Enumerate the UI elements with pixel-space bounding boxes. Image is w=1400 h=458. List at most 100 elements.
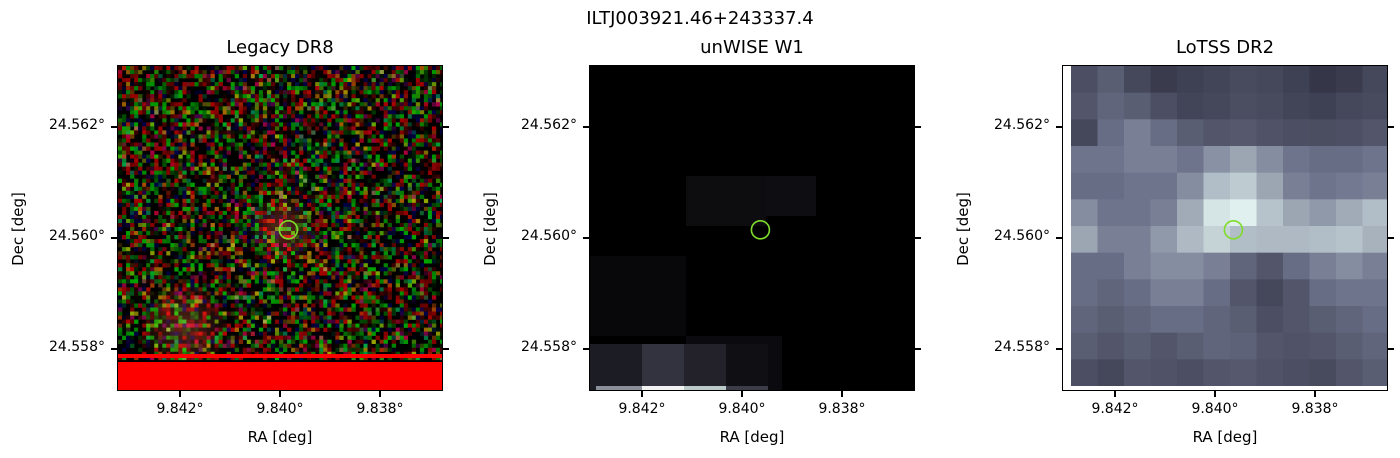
- image-pixel: [130, 287, 135, 292]
- image-pixel: [258, 343, 264, 349]
- image-pixel: [194, 343, 199, 349]
- image-pixel: [146, 102, 151, 107]
- image-pixel: [411, 295, 417, 300]
- image-pixel: [242, 86, 248, 91]
- image-pixel: [439, 194, 442, 200]
- image-pixel: [371, 210, 376, 216]
- image-pixel: [278, 347, 284, 353]
- image-pixel: [230, 186, 236, 192]
- image-pixel: [411, 279, 417, 284]
- image-pixel: [335, 343, 340, 349]
- image-pixel: [182, 146, 187, 151]
- image-pixel: [238, 194, 244, 200]
- image-pixel: [435, 222, 441, 228]
- image-pixel: [218, 214, 223, 220]
- image-pixel: [234, 74, 240, 79]
- image-pixel: [391, 150, 397, 155]
- image-pixel: [154, 327, 159, 332]
- image-pixel: [178, 114, 183, 119]
- image-pixel: [399, 267, 405, 272]
- image-pixel: [287, 351, 292, 357]
- image-pixel: [246, 291, 252, 296]
- image-pixel: [222, 162, 227, 167]
- image-pixel: [375, 347, 380, 353]
- image-pixel: [162, 351, 167, 357]
- image-pixel: [222, 339, 227, 345]
- image-pixel: [198, 267, 203, 272]
- image-pixel: [431, 303, 437, 308]
- image-pixel: [126, 162, 131, 167]
- image-pixel: [387, 138, 392, 143]
- image-pixel: [218, 311, 223, 316]
- image-pixel: [170, 198, 175, 204]
- image-pixel: [359, 198, 364, 204]
- image-pixel: [274, 78, 280, 83]
- image-pixel: [419, 138, 425, 143]
- image-pixel: [291, 243, 296, 248]
- image-pixel: [262, 222, 268, 228]
- image-pixel: [311, 186, 316, 192]
- image-pixel: [246, 214, 252, 220]
- image-pixel: [198, 214, 203, 220]
- image-pixel: [202, 319, 207, 324]
- image-pixel: [399, 134, 405, 139]
- image-pixel: [134, 110, 139, 115]
- image-pixel: [158, 251, 163, 256]
- image-pixel: [142, 279, 147, 284]
- image-pixel: [150, 134, 155, 139]
- image-pixel: [1150, 119, 1178, 147]
- image-pixel: [419, 239, 425, 244]
- image-pixel: [190, 351, 195, 357]
- image-pixel: [387, 283, 392, 288]
- image-pixel: [238, 267, 244, 272]
- image-pixel: [274, 154, 280, 159]
- image-pixel: [198, 170, 203, 175]
- image-pixel: [178, 130, 183, 135]
- image-pixel: [387, 287, 392, 292]
- image-pixel: [138, 162, 143, 167]
- image-pixel: [319, 239, 324, 244]
- image-pixel: [218, 150, 223, 155]
- image-pixel: [383, 235, 388, 240]
- image-pixel: [182, 311, 187, 316]
- image-pixel: [411, 275, 417, 280]
- image-pixel: [1336, 359, 1363, 387]
- image-pixel: [331, 267, 336, 272]
- image-pixel: [186, 231, 191, 236]
- image-pixel: [194, 275, 199, 280]
- image-pixel: [395, 239, 401, 244]
- image-pixel: [178, 231, 183, 236]
- image-pixel: [319, 299, 324, 304]
- image-pixel: [138, 86, 143, 91]
- image-pixel: [198, 90, 203, 95]
- image-pixel: [246, 267, 252, 272]
- image-pixel: [299, 263, 304, 268]
- image-pixel: [218, 251, 223, 256]
- image-pixel: [254, 251, 260, 256]
- image-pixel: [391, 74, 397, 79]
- image-pixel: [190, 142, 195, 147]
- image-pixel: [142, 222, 147, 228]
- image-pixel: [162, 82, 167, 87]
- image-pixel: [323, 291, 328, 296]
- image-pixel: [307, 98, 312, 103]
- image-pixel: [387, 110, 392, 115]
- image-pixel: [1283, 252, 1310, 280]
- image-pixel: [766, 176, 816, 216]
- image-pixel: [423, 90, 429, 95]
- image-pixel: [299, 222, 304, 228]
- image-pixel: [254, 150, 260, 155]
- image-pixel: [283, 323, 288, 328]
- image-pixel: [283, 78, 288, 83]
- image-pixel: [399, 182, 405, 188]
- image-pixel: [134, 235, 139, 240]
- image-pixel: [319, 235, 324, 240]
- image-pixel: [439, 214, 442, 220]
- image-pixel: [407, 283, 413, 288]
- image-pixel: [355, 166, 360, 171]
- image-pixel: [315, 114, 320, 119]
- image-pixel: [411, 114, 417, 119]
- image-pixel: [411, 178, 417, 184]
- image-pixel: [210, 231, 215, 236]
- image-pixel: [423, 343, 429, 349]
